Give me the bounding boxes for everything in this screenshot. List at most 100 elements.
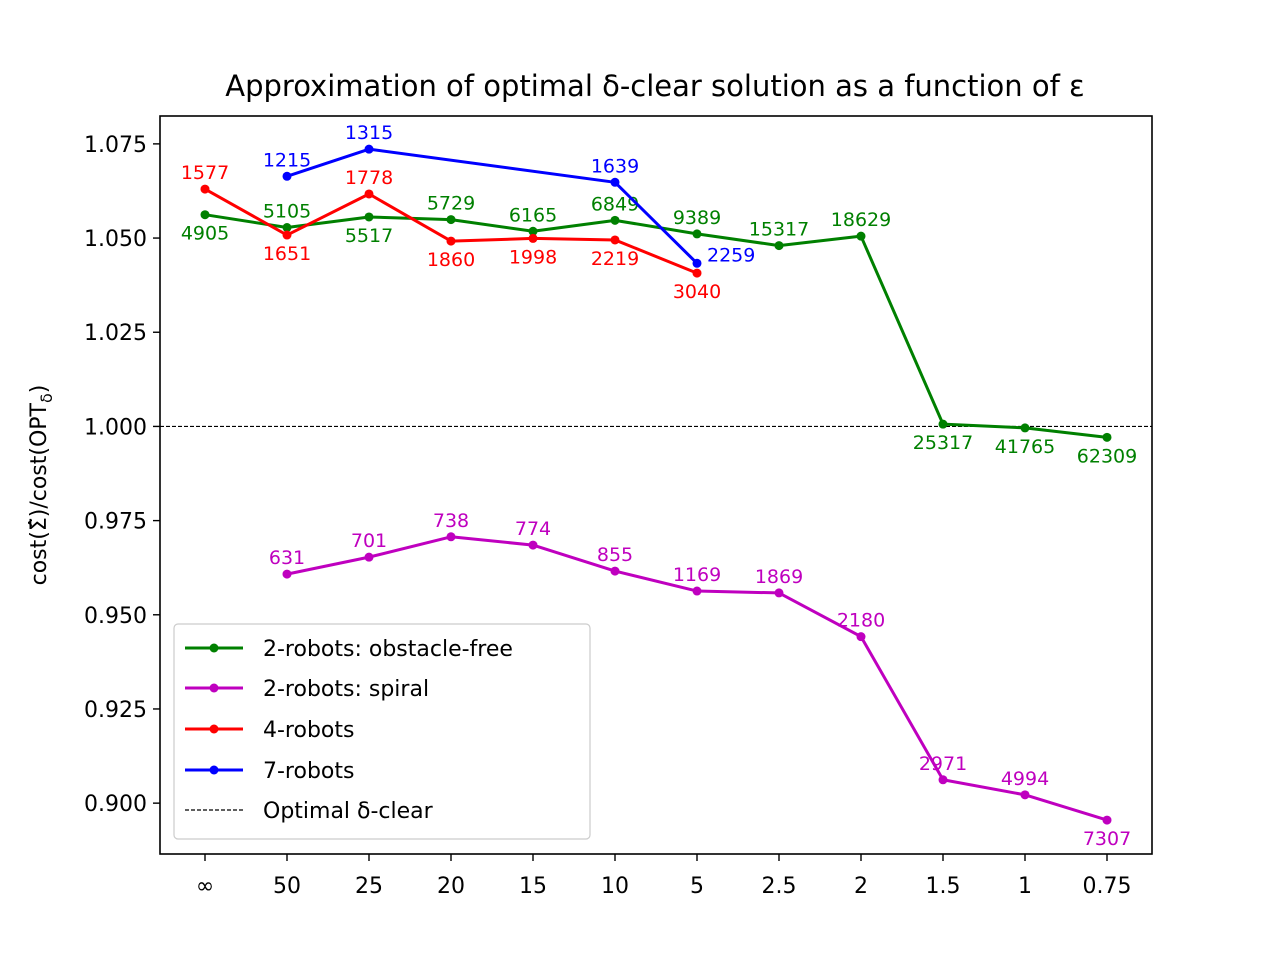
legend-box (173, 623, 591, 840)
legend-label: 2-robots: obstacle-free (263, 637, 513, 662)
data-label: 5517 (345, 225, 393, 247)
data-point (692, 258, 702, 268)
x-tick-label: 1 (1018, 874, 1032, 899)
x-tick-label: 1.5 (926, 874, 961, 899)
data-point (1102, 432, 1112, 442)
data-point (528, 233, 538, 243)
y-tick-label: 0.925 (84, 698, 147, 723)
data-point (610, 235, 620, 245)
data-point (528, 540, 538, 550)
data-label: 6165 (509, 204, 557, 226)
data-point (364, 212, 374, 222)
data-point (282, 223, 292, 233)
y-tick-label: 1.075 (84, 133, 147, 158)
data-label: 18629 (831, 209, 891, 231)
legend-marker (209, 643, 219, 653)
data-point (610, 177, 620, 187)
legend-label: 2-robots: spiral (263, 677, 429, 702)
data-point (774, 588, 784, 598)
data-label: 41765 (995, 436, 1055, 458)
data-point (1020, 423, 1030, 433)
data-point (528, 226, 538, 236)
legend-label: Optimal δ-clear (263, 799, 434, 824)
legend-marker (209, 683, 219, 693)
data-label: 2180 (837, 610, 885, 632)
data-point (856, 632, 866, 642)
data-point (364, 552, 374, 562)
x-tick-label: ∞ (196, 874, 214, 899)
y-tick-label: 1.000 (84, 415, 147, 440)
data-point (856, 231, 866, 241)
data-label: 1639 (591, 155, 639, 177)
data-label: 1577 (181, 162, 229, 184)
data-point (938, 775, 948, 785)
data-label: 62309 (1077, 445, 1137, 467)
data-point (446, 532, 456, 542)
y-tick-label: 0.975 (84, 510, 147, 535)
legend: 2-robots: obstacle-free 2-robots: spiral 4… (173, 623, 591, 840)
data-label: 4905 (181, 223, 229, 245)
data-label: 5729 (427, 193, 475, 215)
x-tick-label: 0.75 (1083, 874, 1132, 899)
data-label: 1169 (673, 564, 721, 586)
data-label: 6849 (591, 193, 639, 215)
legend-marker (209, 724, 219, 734)
legend-label: 4-robots (263, 718, 354, 743)
data-label: 3040 (673, 281, 721, 303)
data-point (774, 241, 784, 251)
data-point (692, 229, 702, 239)
data-label: 25317 (913, 432, 973, 454)
x-tick-label: 5 (690, 874, 704, 899)
data-point (200, 184, 210, 194)
x-tick-label: 20 (437, 874, 465, 899)
data-point (1102, 815, 1112, 825)
data-label: 2219 (591, 248, 639, 270)
x-tick-label: 2.5 (762, 874, 797, 899)
legend-label: 7-robots (263, 759, 354, 784)
data-label: 631 (269, 547, 305, 569)
data-label: 1869 (755, 566, 803, 588)
x-tick-label: 50 (273, 874, 301, 899)
data-label: 5105 (263, 201, 311, 223)
data-point (610, 566, 620, 576)
series-line (204, 213, 1108, 439)
data-point (692, 268, 702, 278)
data-label: 1778 (345, 167, 393, 189)
data-point (610, 215, 620, 225)
data-point (446, 215, 456, 225)
y-tick-label: 0.900 (84, 792, 147, 817)
legend-marker (209, 765, 219, 775)
data-label: 1215 (263, 149, 311, 171)
y-tick-label: 0.950 (84, 604, 147, 629)
data-label: 1998 (509, 246, 557, 268)
data-label: 2971 (919, 753, 967, 775)
data-label: 774 (515, 518, 551, 540)
data-point (282, 569, 292, 579)
data-point (364, 189, 374, 199)
x-tick-label: 25 (355, 874, 383, 899)
series-line (286, 147, 699, 265)
data-point (938, 419, 948, 429)
y-axis-label: cost(Σ̂)/cost(OPTδ) (27, 385, 56, 586)
data-label: 4994 (1001, 768, 1049, 790)
data-label: 855 (597, 544, 633, 566)
data-label: 7307 (1083, 828, 1131, 850)
y-axis-label-sigma: Σ̂ (27, 517, 52, 531)
data-label: 738 (433, 510, 469, 532)
data-point (692, 586, 702, 596)
data-label: 1860 (427, 249, 475, 271)
y-tick-label: 1.050 (84, 227, 147, 252)
data-point (282, 171, 292, 181)
data-point (364, 144, 374, 154)
data-label: 701 (351, 530, 387, 552)
plot-frame (159, 115, 1153, 855)
data-label: 1651 (263, 243, 311, 265)
y-tick-label: 1.025 (84, 321, 147, 346)
x-tick-label: 15 (519, 874, 547, 899)
data-label: 15317 (749, 219, 809, 241)
x-tick-label: 2 (854, 874, 868, 899)
data-label: 9389 (673, 207, 721, 229)
data-point (282, 230, 292, 240)
data-point (1020, 790, 1030, 800)
